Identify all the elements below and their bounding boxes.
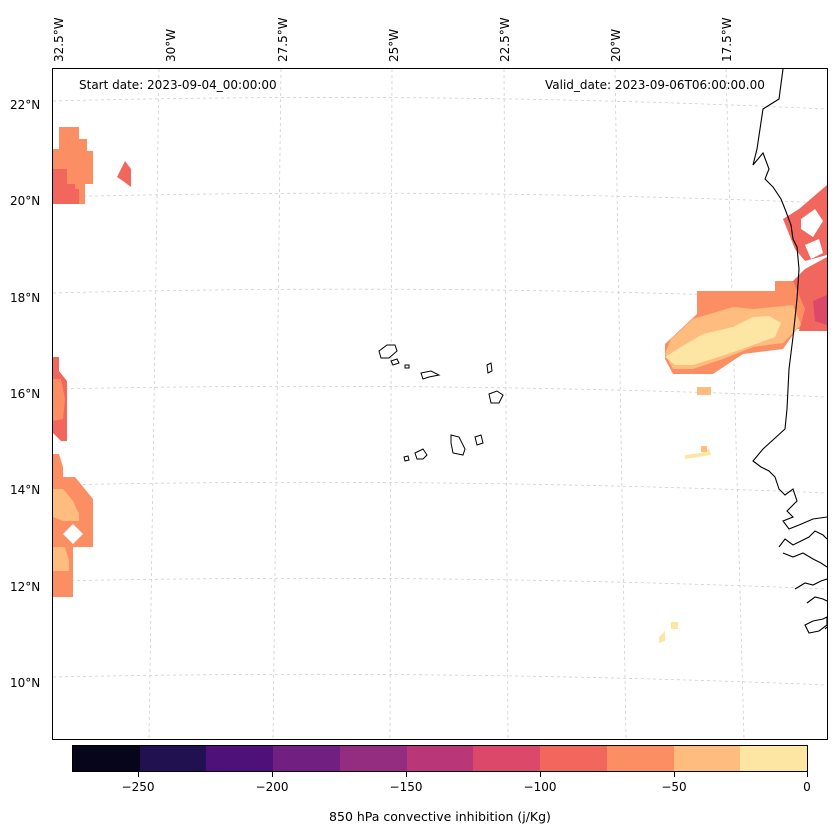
island-sao-nicolau [420,370,441,380]
lon-label-32-5w: 32.5°W [52,17,66,62]
lon-label-22-5w: 22.5°W [498,17,512,62]
africa-coastline [752,69,827,530]
island-santa-luzia [404,364,410,369]
cin-patch-small-5 [671,622,678,629]
colorbar-segment-11 [740,746,808,771]
cin-patch-small-1 [697,387,711,395]
cin-hole-sw [63,524,83,544]
lon-label-30w: 30°W [164,28,178,62]
colorbar-tick-1 [138,772,139,777]
map-canvas [53,69,827,739]
lon-label-27-5w: 27.5°W [276,17,290,62]
colorbar-segment-6 [406,746,474,771]
colorbar-tick-3 [406,772,407,777]
lon-label-17-5w: 17.5°W [720,17,734,62]
lat-label-18n: 18°N [10,291,41,305]
lat-label-14n: 14°N [10,483,41,497]
island-fogo [414,448,428,460]
cin-patch-nw-small [117,161,131,187]
colorbar-segment-5 [339,746,407,771]
colorbar-segment-3 [206,746,274,771]
colorbar-tick-label-5: −50 [661,780,687,794]
lat-label-20n: 20°N [10,194,41,208]
cin-patch-small-2 [685,449,711,459]
colorbar-tick-label-1: −250 [121,780,155,794]
colorbar-tick-5 [674,772,675,777]
colorbar-tick-label-6: 0 [803,780,811,794]
colorbar [72,745,808,772]
cin-hole-e-mid [805,239,823,259]
colorbar-segment-1 [73,746,140,771]
island-sao-vicente [390,358,400,366]
colorbar-segment-10 [673,746,741,771]
coastlines [752,69,827,634]
colorbar-segment-2 [139,746,207,771]
valid-date-label: Valid_date: 2023-09-06T06:00:00.00 [545,78,765,92]
colorbar-title: 850 hPa convective inhibition (j/Kg) [329,809,551,824]
cin-patch-sw-lower [53,547,69,571]
lat-label-16n: 16°N [10,387,41,401]
colorbar-tick-4 [540,772,541,777]
cin-hole-e-upper [801,209,823,237]
colorbar-tick-2 [272,772,273,777]
island-boa-vista [488,390,504,404]
island-santiago [450,434,466,456]
cin-patch-w-mid-inner [53,379,65,421]
colorbar-segment-9 [606,746,674,771]
island-santo-antao [378,344,398,359]
colorbar-segment-7 [473,746,541,771]
island-brava [403,455,410,462]
cin-contours [53,127,827,643]
lat-label-12n: 12°N [10,580,41,594]
colorbar-tick-label-2: −200 [255,780,289,794]
cin-patch-small-3 [701,446,707,452]
cin-patch-nw-inner [53,169,79,204]
island-sal [486,362,493,374]
lat-label-22n: 22°N [10,98,41,112]
colorbar-tick-label-4: −100 [523,780,557,794]
island-maio [474,434,484,446]
lat-label-10n: 10°N [10,676,41,690]
lon-label-25w: 25°W [387,28,401,62]
gridlines [53,69,827,739]
cin-patch-sw-mid [53,489,79,521]
colorbar-tick-label-3: −150 [389,780,423,794]
cin-patch-e-deep [813,295,827,325]
lon-label-20w: 20°W [609,28,623,62]
map-frame [52,68,828,740]
colorbar-segment-8 [540,746,607,771]
colorbar-tick-6 [807,772,808,777]
start-date-label: Start date: 2023-09-04_00:00:00 [79,78,277,92]
cape-verde-islands [378,344,504,462]
cin-patch-e-core [665,316,781,365]
colorbar-segment-4 [273,746,340,771]
cin-patch-small-4 [659,631,665,643]
